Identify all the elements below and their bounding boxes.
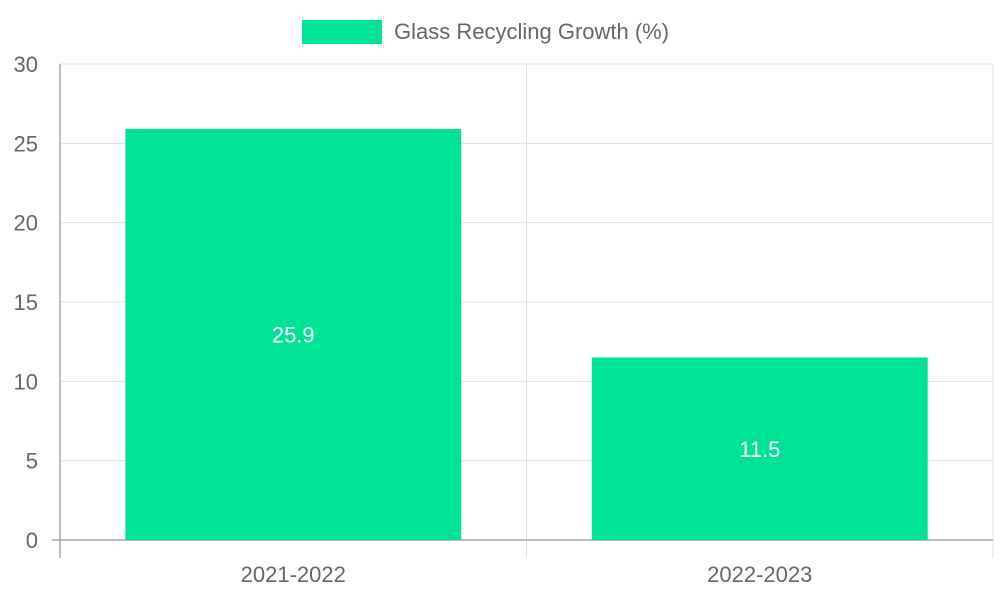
legend-swatch <box>302 20 382 44</box>
bar[interactable] <box>125 129 462 540</box>
data-label: 25.9 <box>272 323 315 348</box>
y-tick-label: 30 <box>14 52 38 77</box>
y-tick-label: 10 <box>14 369 38 394</box>
y-tick-label: 0 <box>26 528 38 553</box>
data-label: 11.5 <box>739 437 780 462</box>
data-labels: 25.9 11.5 <box>272 323 781 462</box>
x-tick-label: 2022-2023 <box>707 562 812 587</box>
legend[interactable]: Glass Recycling Growth (%) <box>302 19 669 44</box>
bars <box>125 129 928 540</box>
legend-label: Glass Recycling Growth (%) <box>394 19 669 44</box>
y-tick-label: 25 <box>14 131 38 156</box>
y-tick-label: 5 <box>26 449 38 474</box>
y-tick-label: 15 <box>14 290 38 315</box>
x-tick-label: 2021-2022 <box>241 562 346 587</box>
bar[interactable] <box>591 357 928 540</box>
axes: 0 5 10 15 20 25 30 2021-2022 2022-2023 <box>14 52 993 587</box>
y-tick-label: 20 <box>14 211 38 236</box>
